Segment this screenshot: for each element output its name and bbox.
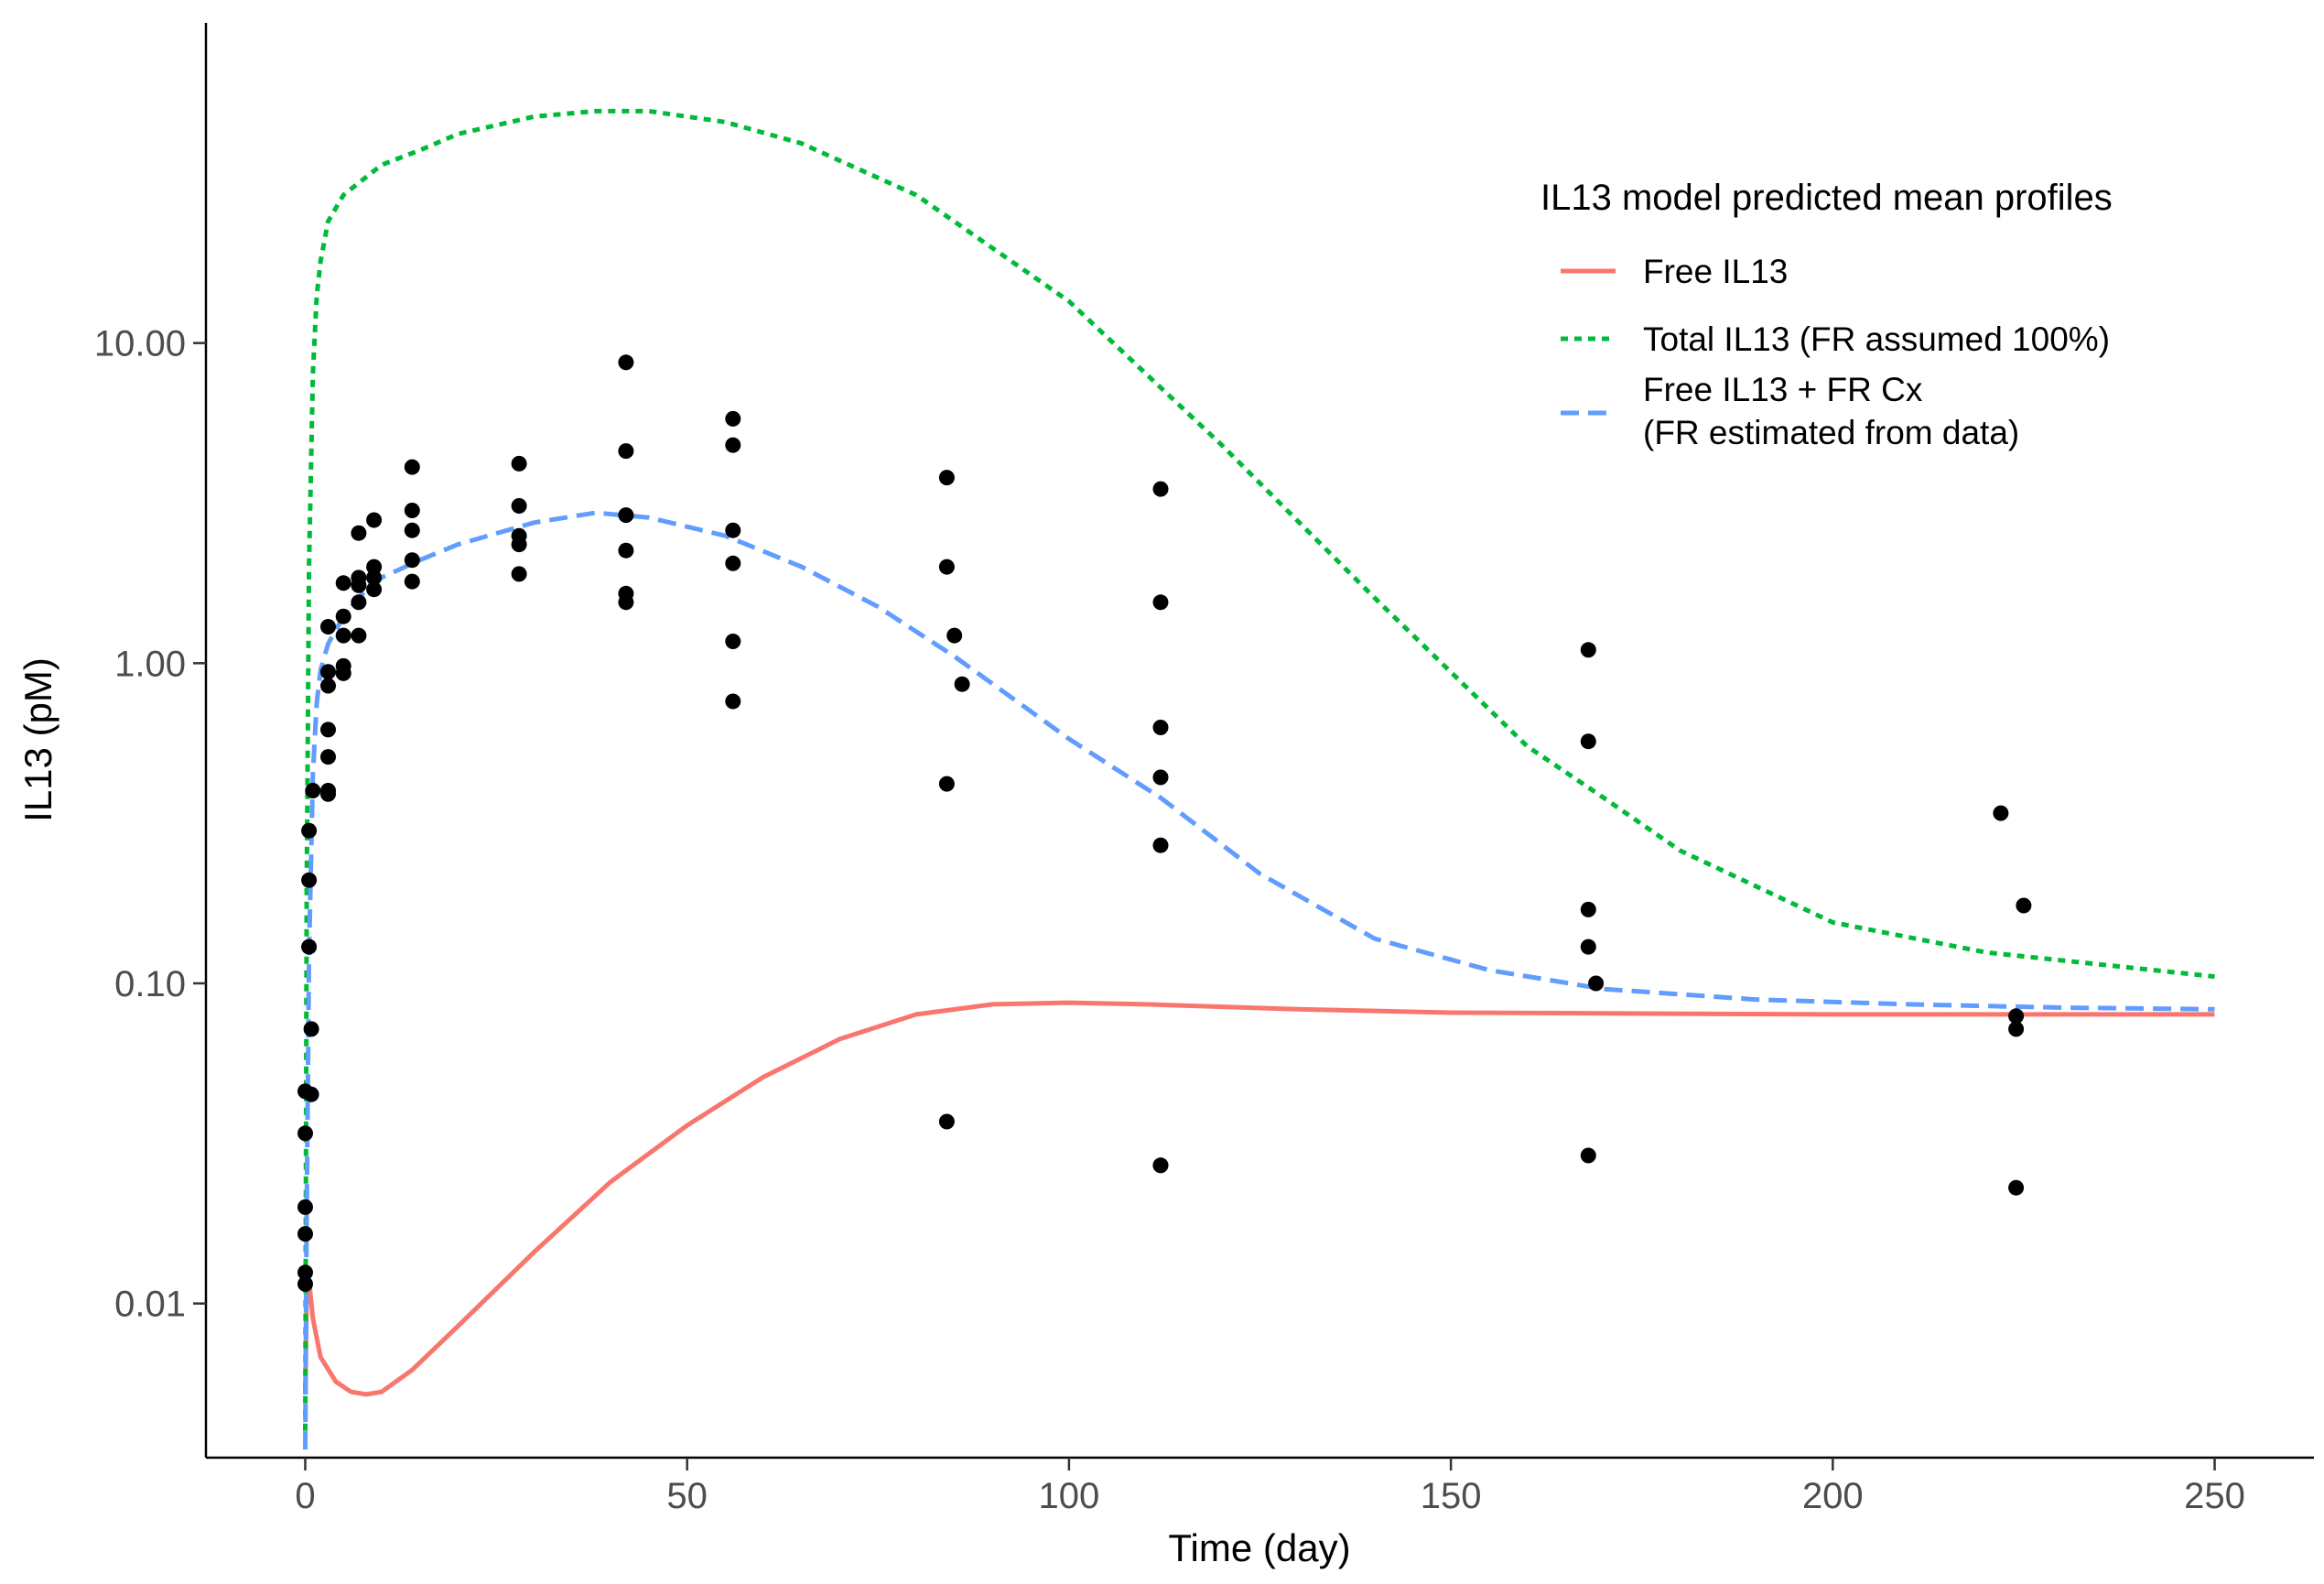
y-tick-label: 10.00 (94, 324, 186, 364)
x-tick-label: 100 (1039, 1476, 1100, 1516)
data-point (725, 555, 741, 571)
data-point (1152, 837, 1169, 853)
data-point (303, 1086, 319, 1102)
data-point (725, 522, 741, 538)
data-point (1152, 769, 1169, 786)
data-point (938, 470, 955, 486)
data-point (938, 559, 955, 575)
data-point (1152, 720, 1169, 735)
data-point (305, 783, 321, 798)
free-il13-fr-cx-line (303, 510, 2215, 1450)
data-point (954, 676, 970, 692)
data-point (1588, 975, 1605, 992)
data-point (404, 552, 420, 569)
x-tick-label: 0 (295, 1476, 315, 1516)
data-point (335, 575, 351, 591)
data-point (2016, 897, 2032, 914)
data-point (351, 594, 367, 611)
data-point (297, 1275, 313, 1292)
data-point (320, 783, 336, 798)
data-point (725, 437, 741, 453)
data-point (618, 594, 634, 611)
data-point (511, 455, 527, 472)
y-axis-title: IL13 (pM) (16, 657, 59, 822)
data-points (297, 354, 2032, 1292)
data-point (351, 627, 367, 644)
data-point (335, 608, 351, 624)
data-point (2008, 1179, 2025, 1196)
data-point (618, 443, 634, 460)
data-point (511, 537, 527, 553)
data-point (320, 664, 336, 680)
data-point (938, 1113, 955, 1130)
data-point (725, 410, 741, 427)
data-point (351, 525, 367, 541)
data-point (301, 938, 318, 955)
legend-label-free-il13-fr-cx-line2: (FR estimated from data) (1643, 414, 2019, 451)
data-point (511, 498, 527, 514)
data-point (618, 542, 634, 559)
data-point (404, 459, 420, 475)
data-point (335, 665, 351, 681)
total-il13-line (303, 108, 2215, 1431)
data-point (404, 503, 420, 518)
x-tick-label: 200 (1802, 1476, 1864, 1516)
data-point (1580, 733, 1596, 750)
data-point (1993, 805, 2009, 821)
legend-title: IL13 model predicted mean profiles (1540, 178, 2113, 218)
data-point (938, 776, 955, 792)
data-point (297, 1264, 313, 1281)
data-point (1152, 481, 1169, 497)
legend-label-free-il13: Free IL13 (1643, 253, 1788, 290)
data-point (320, 678, 336, 694)
data-point (366, 570, 383, 586)
data-point (351, 577, 367, 593)
legend-label-total-il13: Total IL13 (FR assumed 100%) (1643, 320, 2110, 358)
y-tick-label: 1.00 (114, 644, 186, 684)
x-tick-label: 50 (666, 1476, 708, 1516)
free-il13-line (303, 1000, 2215, 1397)
data-point (1152, 1157, 1169, 1174)
data-point (1580, 938, 1596, 955)
data-point (1580, 642, 1596, 658)
x-tick-label: 250 (2184, 1476, 2245, 1516)
data-point (320, 721, 336, 738)
data-point (2008, 1008, 2025, 1025)
data-point (1152, 594, 1169, 611)
data-point (297, 1125, 313, 1142)
data-point (366, 512, 383, 528)
data-point (335, 627, 351, 644)
data-point (404, 522, 420, 538)
data-point (297, 1199, 313, 1215)
y-tick-label: 0.01 (114, 1285, 186, 1325)
data-point (511, 566, 527, 582)
data-point (297, 1226, 313, 1242)
data-point (725, 634, 741, 649)
data-point (404, 573, 420, 590)
axis-ticks: 0 50 100 150 200 250 0.01 0.10 1.00 10.00 (94, 324, 2245, 1516)
data-point (1580, 1147, 1596, 1164)
legend: IL13 model predicted mean profiles Free … (1540, 178, 2113, 451)
series-lines (303, 108, 2215, 1450)
data-point (618, 507, 634, 524)
y-tick-label: 0.10 (114, 964, 186, 1004)
data-point (301, 822, 318, 839)
data-point (725, 693, 741, 710)
legend-label-free-il13-fr-cx: Free IL13 + FR Cx (1643, 371, 1923, 408)
data-point (366, 581, 383, 598)
data-point (946, 627, 963, 644)
x-axis-title: Time (day) (1168, 1526, 1350, 1569)
data-point (301, 872, 318, 888)
data-point (2008, 1021, 2025, 1037)
data-point (618, 354, 634, 371)
data-point (366, 559, 383, 575)
data-point (320, 749, 336, 765)
data-point (320, 619, 336, 635)
x-tick-label: 150 (1421, 1476, 1482, 1516)
data-point (1580, 901, 1596, 917)
data-point (303, 1021, 319, 1037)
